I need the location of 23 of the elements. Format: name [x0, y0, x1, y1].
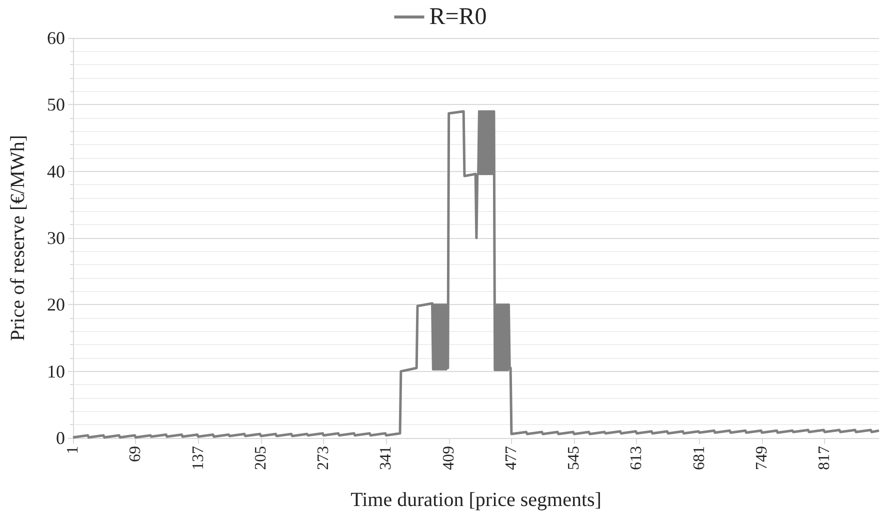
y-tick-label: 50 — [47, 94, 65, 115]
legend-label: R=R0 — [429, 4, 487, 30]
x-tick-label: 545 — [566, 446, 583, 470]
y-tick-label: 20 — [47, 294, 65, 315]
x-tick-label: 341 — [378, 446, 395, 470]
x-tick-label: 613 — [628, 446, 646, 470]
y-axis-title: Price of reserve [€/MWh] — [7, 134, 29, 342]
x-tick-label: 137 — [190, 446, 207, 470]
y-tick-label: 40 — [47, 161, 65, 182]
x-tick-label: 817 — [816, 446, 834, 470]
x-tick-label: 409 — [440, 446, 458, 470]
x-tick-label: 681 — [690, 446, 708, 470]
y-tick-label: 10 — [47, 361, 65, 382]
x-tick-label: 205 — [252, 446, 270, 470]
x-axis-title: Time duration [price segments] — [350, 489, 602, 511]
y-tick-label: 30 — [47, 228, 65, 248]
x-tick-label: 477 — [502, 446, 520, 470]
y-tick-label: 0 — [56, 428, 65, 448]
y-tick-label: 60 — [47, 28, 65, 48]
x-tick-label: 273 — [315, 446, 332, 470]
x-tick-label: 1 — [64, 446, 82, 454]
x-tick-label: 749 — [754, 446, 771, 470]
x-tick-label: 69 — [127, 446, 144, 462]
